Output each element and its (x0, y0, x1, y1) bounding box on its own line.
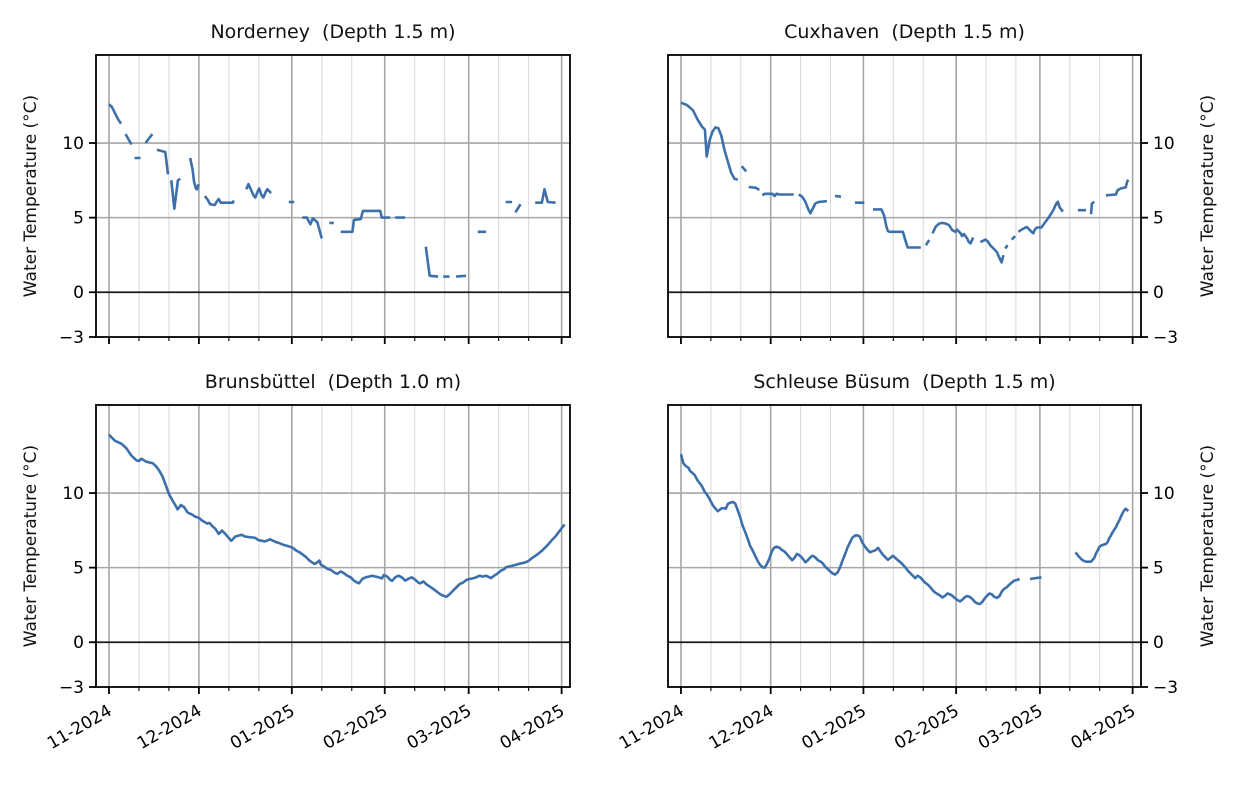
series-line-water_temperature (108, 103, 556, 278)
x-tick-label: 11-2024 (616, 701, 688, 754)
chart-title-norderney: Norderney (Depth 1.5 m) (210, 21, 456, 43)
x-tick-label: 01-2025 (798, 701, 870, 754)
y-tick-label: −3 (1153, 678, 1178, 698)
y-tick-label: 0 (1153, 633, 1164, 653)
y-tick-label: 0 (73, 633, 84, 653)
y-tick-label: 5 (1153, 209, 1164, 229)
chart-cuxhaven: 10 5 0 −3 (667, 54, 1178, 348)
chart-norderney: 10 5 0 −3 (59, 54, 571, 348)
y-tick-label: −3 (59, 328, 84, 348)
x-tick-label: 12-2024 (134, 701, 206, 754)
x-tick-label: 04-2025 (497, 701, 569, 754)
y-tick-label: 0 (1153, 283, 1164, 303)
chart-schleuse-buesum: 10 5 0 −3 11-2024 12-2024 01-2025 02-2025 03-202… (616, 404, 1178, 754)
chart-brunsbuettel: 10 5 0 −3 11-2024 12-2024 01-2025 02-2025 03-202… (44, 404, 571, 754)
x-tick-label: 02-2025 (891, 701, 963, 754)
y-tick-label: 10 (62, 484, 84, 504)
chart-title-schleuse-buesum: Schleuse Büsum (Depth 1.5 m) (753, 371, 1056, 393)
x-tick-label: 03-2025 (404, 701, 476, 754)
series-line-water_temperature (679, 453, 1130, 606)
axes-spines (667, 404, 1142, 688)
y-tick-label: 10 (1153, 134, 1175, 154)
y-tick-label: 5 (1153, 559, 1164, 579)
x-tick-label: 11-2024 (44, 701, 116, 754)
y-tick-label: 5 (73, 209, 84, 229)
x-tick-label: 04-2025 (1068, 701, 1140, 754)
y-tick-label: −3 (1153, 328, 1178, 348)
x-tick-label: 02-2025 (320, 701, 392, 754)
y-tick-label: 0 (73, 283, 84, 303)
axes-spines (95, 54, 571, 338)
axes-spines (667, 54, 1142, 338)
y-tick-label: 5 (73, 559, 84, 579)
chart-title-brunsbuettel: Brunsbüttel (Depth 1.0 m) (204, 371, 462, 393)
series-line-water_temperature (108, 433, 566, 598)
y-tick-label: 10 (1153, 484, 1175, 504)
series-line-water_temperature (680, 101, 1130, 264)
y-tick-label: 10 (62, 134, 84, 154)
x-tick-label: 12-2024 (706, 701, 778, 754)
x-tick-label: 01-2025 (227, 701, 299, 754)
chart-title-cuxhaven: Cuxhaven (Depth 1.5 m) (784, 21, 1025, 43)
axes-spines (95, 404, 571, 688)
x-tick-label: 03-2025 (975, 701, 1047, 754)
y-tick-label: −3 (59, 678, 84, 698)
